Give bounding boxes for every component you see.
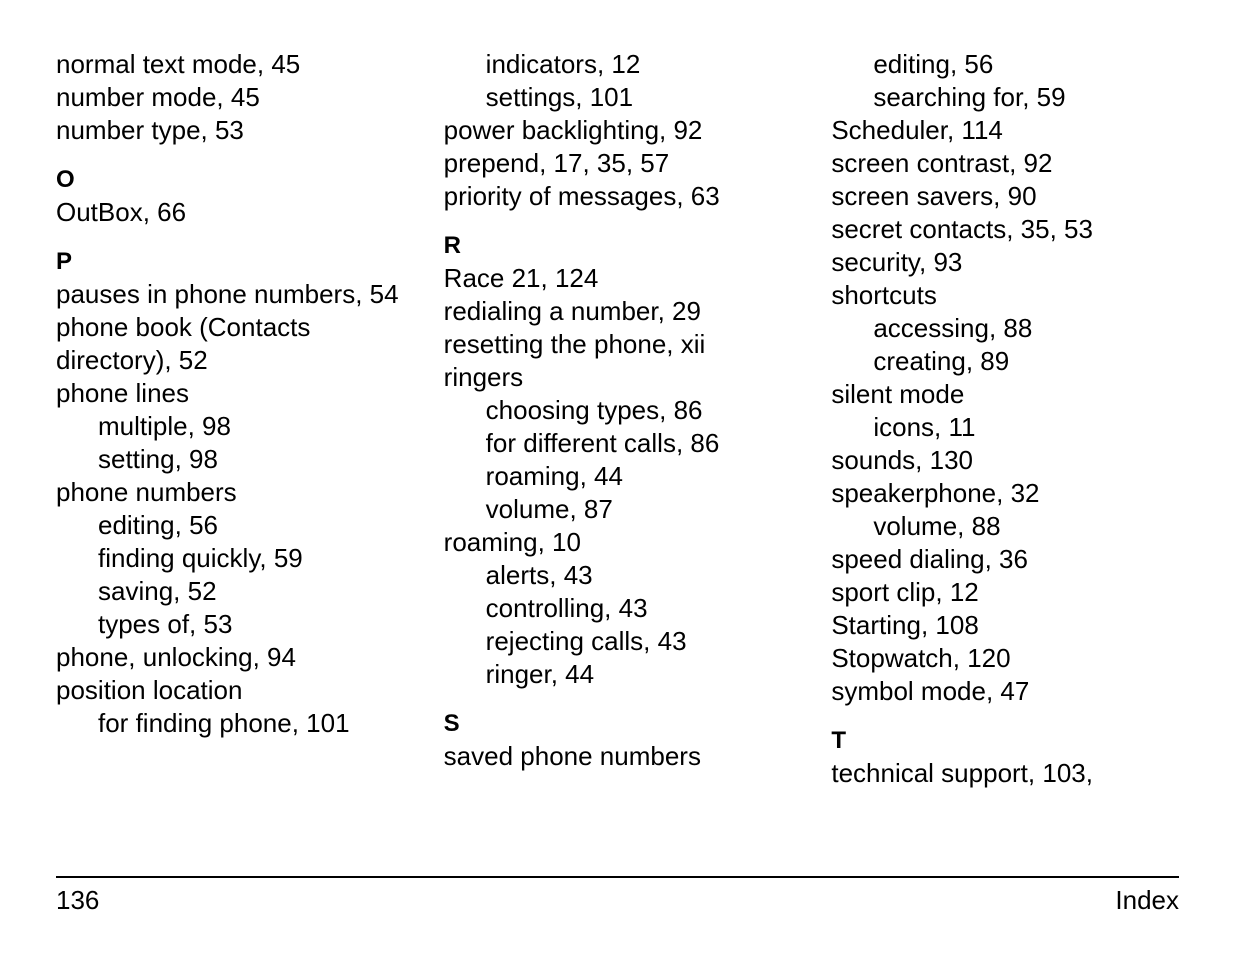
- index-subentry: indicators, 12: [444, 48, 792, 81]
- index-entry: shortcuts: [831, 279, 1179, 312]
- index-subentry: choosing types, 86: [444, 394, 792, 427]
- index-subentry: searching for, 59: [831, 81, 1179, 114]
- index-entry: Stopwatch, 120: [831, 642, 1179, 675]
- index-subentry: ringer, 44: [444, 658, 792, 691]
- index-entry: Race 21, 124: [444, 262, 792, 295]
- index-subentry: creating, 89: [831, 345, 1179, 378]
- section-letter: O: [56, 163, 404, 196]
- index-entry: number mode, 45: [56, 81, 404, 114]
- index-subentry: alerts, 43: [444, 559, 792, 592]
- index-subentry: editing, 56: [831, 48, 1179, 81]
- footer-rule: [56, 876, 1179, 878]
- index-entry: security, 93: [831, 246, 1179, 279]
- index-subentry: for different calls, 86: [444, 427, 792, 460]
- index-entry: screen savers, 90: [831, 180, 1179, 213]
- index-subentry: roaming, 44: [444, 460, 792, 493]
- index-column: normal text mode, 45number mode, 45numbe…: [56, 48, 404, 848]
- index-entry: phone numbers: [56, 476, 404, 509]
- footer-row: 136 Index: [56, 884, 1179, 916]
- index-subentry: controlling, 43: [444, 592, 792, 625]
- index-entry: symbol mode, 47: [831, 675, 1179, 708]
- index-subentry: icons, 11: [831, 411, 1179, 444]
- index-entry: sport clip, 12: [831, 576, 1179, 609]
- index-entry: power backlighting, 92: [444, 114, 792, 147]
- index-entry: technical support, 103,: [831, 757, 1179, 790]
- index-entry: speed dialing, 36: [831, 543, 1179, 576]
- index-entry: normal text mode, 45: [56, 48, 404, 81]
- index-entry: Starting, 108: [831, 609, 1179, 642]
- index-entry: resetting the phone, xii: [444, 328, 792, 361]
- index-column: editing, 56searching for, 59Scheduler, 1…: [831, 48, 1179, 848]
- index-column: indicators, 12settings, 101power backlig…: [444, 48, 792, 848]
- section-letter: T: [831, 724, 1179, 757]
- index-subentry: editing, 56: [56, 509, 404, 542]
- index-entry: redialing a number, 29: [444, 295, 792, 328]
- index-entry: phone lines: [56, 377, 404, 410]
- index-entry: roaming, 10: [444, 526, 792, 559]
- index-entry: screen contrast, 92: [831, 147, 1179, 180]
- index-subentry: setting, 98: [56, 443, 404, 476]
- index-subentry: multiple, 98: [56, 410, 404, 443]
- index-entry: Scheduler, 114: [831, 114, 1179, 147]
- section-letter: P: [56, 245, 404, 278]
- index-subentry: for finding phone, 101: [56, 707, 404, 740]
- index-entry: sounds, 130: [831, 444, 1179, 477]
- index-subentry: volume, 87: [444, 493, 792, 526]
- index-subentry: finding quickly, 59: [56, 542, 404, 575]
- page-number: 136: [56, 884, 99, 916]
- index-entry: position location: [56, 674, 404, 707]
- index-entry: secret contacts, 35, 53: [831, 213, 1179, 246]
- index-entry: priority of messages, 63: [444, 180, 792, 213]
- index-subentry: accessing, 88: [831, 312, 1179, 345]
- index-entry: speakerphone, 32: [831, 477, 1179, 510]
- index-subentry: volume, 88: [831, 510, 1179, 543]
- index-entry: prepend, 17, 35, 57: [444, 147, 792, 180]
- footer-label: Index: [1115, 884, 1179, 916]
- index-page: normal text mode, 45number mode, 45numbe…: [0, 0, 1235, 954]
- index-entry: number type, 53: [56, 114, 404, 147]
- index-subentry: settings, 101: [444, 81, 792, 114]
- index-entry: OutBox, 66: [56, 196, 404, 229]
- index-subentry: saving, 52: [56, 575, 404, 608]
- page-footer: 136 Index: [56, 876, 1179, 916]
- index-columns: normal text mode, 45number mode, 45numbe…: [56, 48, 1179, 848]
- index-entry: saved phone numbers: [444, 740, 792, 773]
- index-entry: phone book (Contacts directory), 52: [56, 311, 404, 377]
- section-letter: R: [444, 229, 792, 262]
- index-entry: phone, unlocking, 94: [56, 641, 404, 674]
- section-letter: S: [444, 707, 792, 740]
- index-subentry: types of, 53: [56, 608, 404, 641]
- index-entry: pauses in phone numbers, 54: [56, 278, 404, 311]
- index-entry: silent mode: [831, 378, 1179, 411]
- index-subentry: rejecting calls, 43: [444, 625, 792, 658]
- index-entry: ringers: [444, 361, 792, 394]
